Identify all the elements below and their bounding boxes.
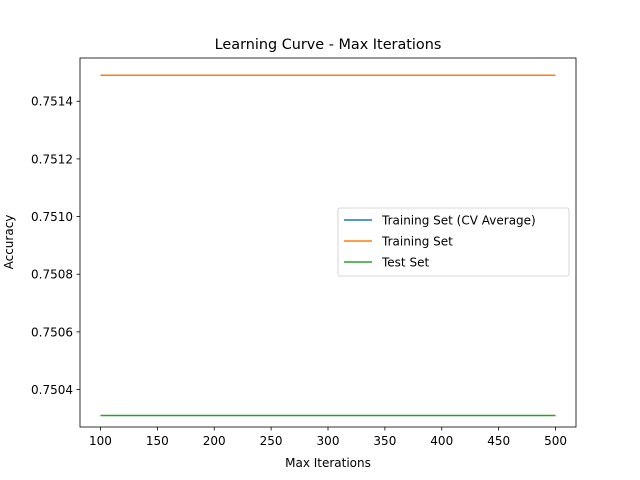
x-tick-label: 500 xyxy=(544,434,567,448)
x-tick-label: 200 xyxy=(203,434,226,448)
legend-box xyxy=(337,207,570,277)
legend-label-1: Training Set xyxy=(381,235,453,249)
y-tick-label: 0.7514 xyxy=(31,95,73,109)
x-tick-label: 150 xyxy=(146,434,169,448)
legend: Training Set (CV Average) Training Set Tes… xyxy=(337,207,570,277)
x-axis-ticks: 100 150 200 250 300 350 400 450 500 xyxy=(89,427,567,448)
x-tick-label: 250 xyxy=(260,434,283,448)
x-axis-label: Max Iterations xyxy=(285,456,371,470)
chart-title: Learning Curve - Max Iterations xyxy=(215,37,442,53)
x-tick-label: 350 xyxy=(373,434,396,448)
series-layer xyxy=(100,74,556,417)
x-tick-label: 300 xyxy=(317,434,340,448)
legend-label-0: Training Set (CV Average) xyxy=(381,214,536,228)
x-tick-label: 400 xyxy=(430,434,453,448)
x-tick-label: 450 xyxy=(487,434,510,448)
y-tick-label: 0.7512 xyxy=(31,152,73,166)
legend-label-2: Test Set xyxy=(381,256,429,270)
y-axis-label: Accuracy xyxy=(2,215,16,270)
y-tick-label: 0.7510 xyxy=(31,210,73,224)
x-tick-label: 100 xyxy=(89,434,112,448)
y-tick-label: 0.7506 xyxy=(31,325,73,339)
y-axis-ticks: 0.7504 0.7506 0.7508 0.7510 0.7512 0.7514 xyxy=(31,95,80,397)
y-tick-label: 0.7508 xyxy=(31,268,73,282)
y-tick-label: 0.7504 xyxy=(31,383,73,397)
